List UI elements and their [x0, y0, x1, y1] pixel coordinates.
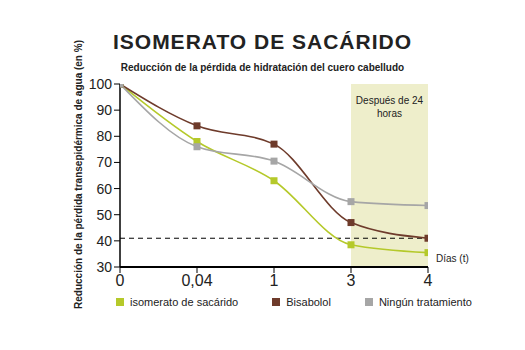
svg-text:0: 0 [116, 272, 125, 289]
html-text:Días (t): Días (t) [436, 253, 469, 264]
html-text:ISOMERATO DE SACÁRIDO: ISOMERATO DE SACÁRIDO [113, 30, 412, 53]
html-text:Ningún tratamiento: Ningún tratamiento [378, 296, 472, 308]
svg-text:60: 60 [96, 181, 112, 197]
svg-text:80: 80 [96, 128, 112, 144]
svg-text:0,04: 0,04 [181, 272, 212, 289]
svg-text:50: 50 [96, 207, 112, 223]
html-text:Bisabolol: Bisabolol [286, 296, 331, 308]
svg-text:4: 4 [424, 272, 433, 289]
svg-text:70: 70 [96, 154, 112, 170]
svg-text:40: 40 [96, 233, 112, 249]
svg-text:30: 30 [96, 259, 112, 275]
svg-text:3: 3 [347, 272, 356, 289]
html-text:Reducción de la pérdida de hid: Reducción de la pérdida de hidratación d… [120, 62, 405, 73]
html-text:Reducción de la pérdida transe: Reducción de la pérdida transepidérmica … [72, 39, 84, 309]
svg-text:1: 1 [270, 272, 279, 289]
svg-text:100: 100 [89, 76, 113, 92]
html-text:isomerato de sacárido: isomerato de sacárido [130, 296, 239, 308]
svg-text:90: 90 [96, 102, 112, 118]
html-text:Después de 24 horas: Después de 24 horas [355, 95, 424, 119]
